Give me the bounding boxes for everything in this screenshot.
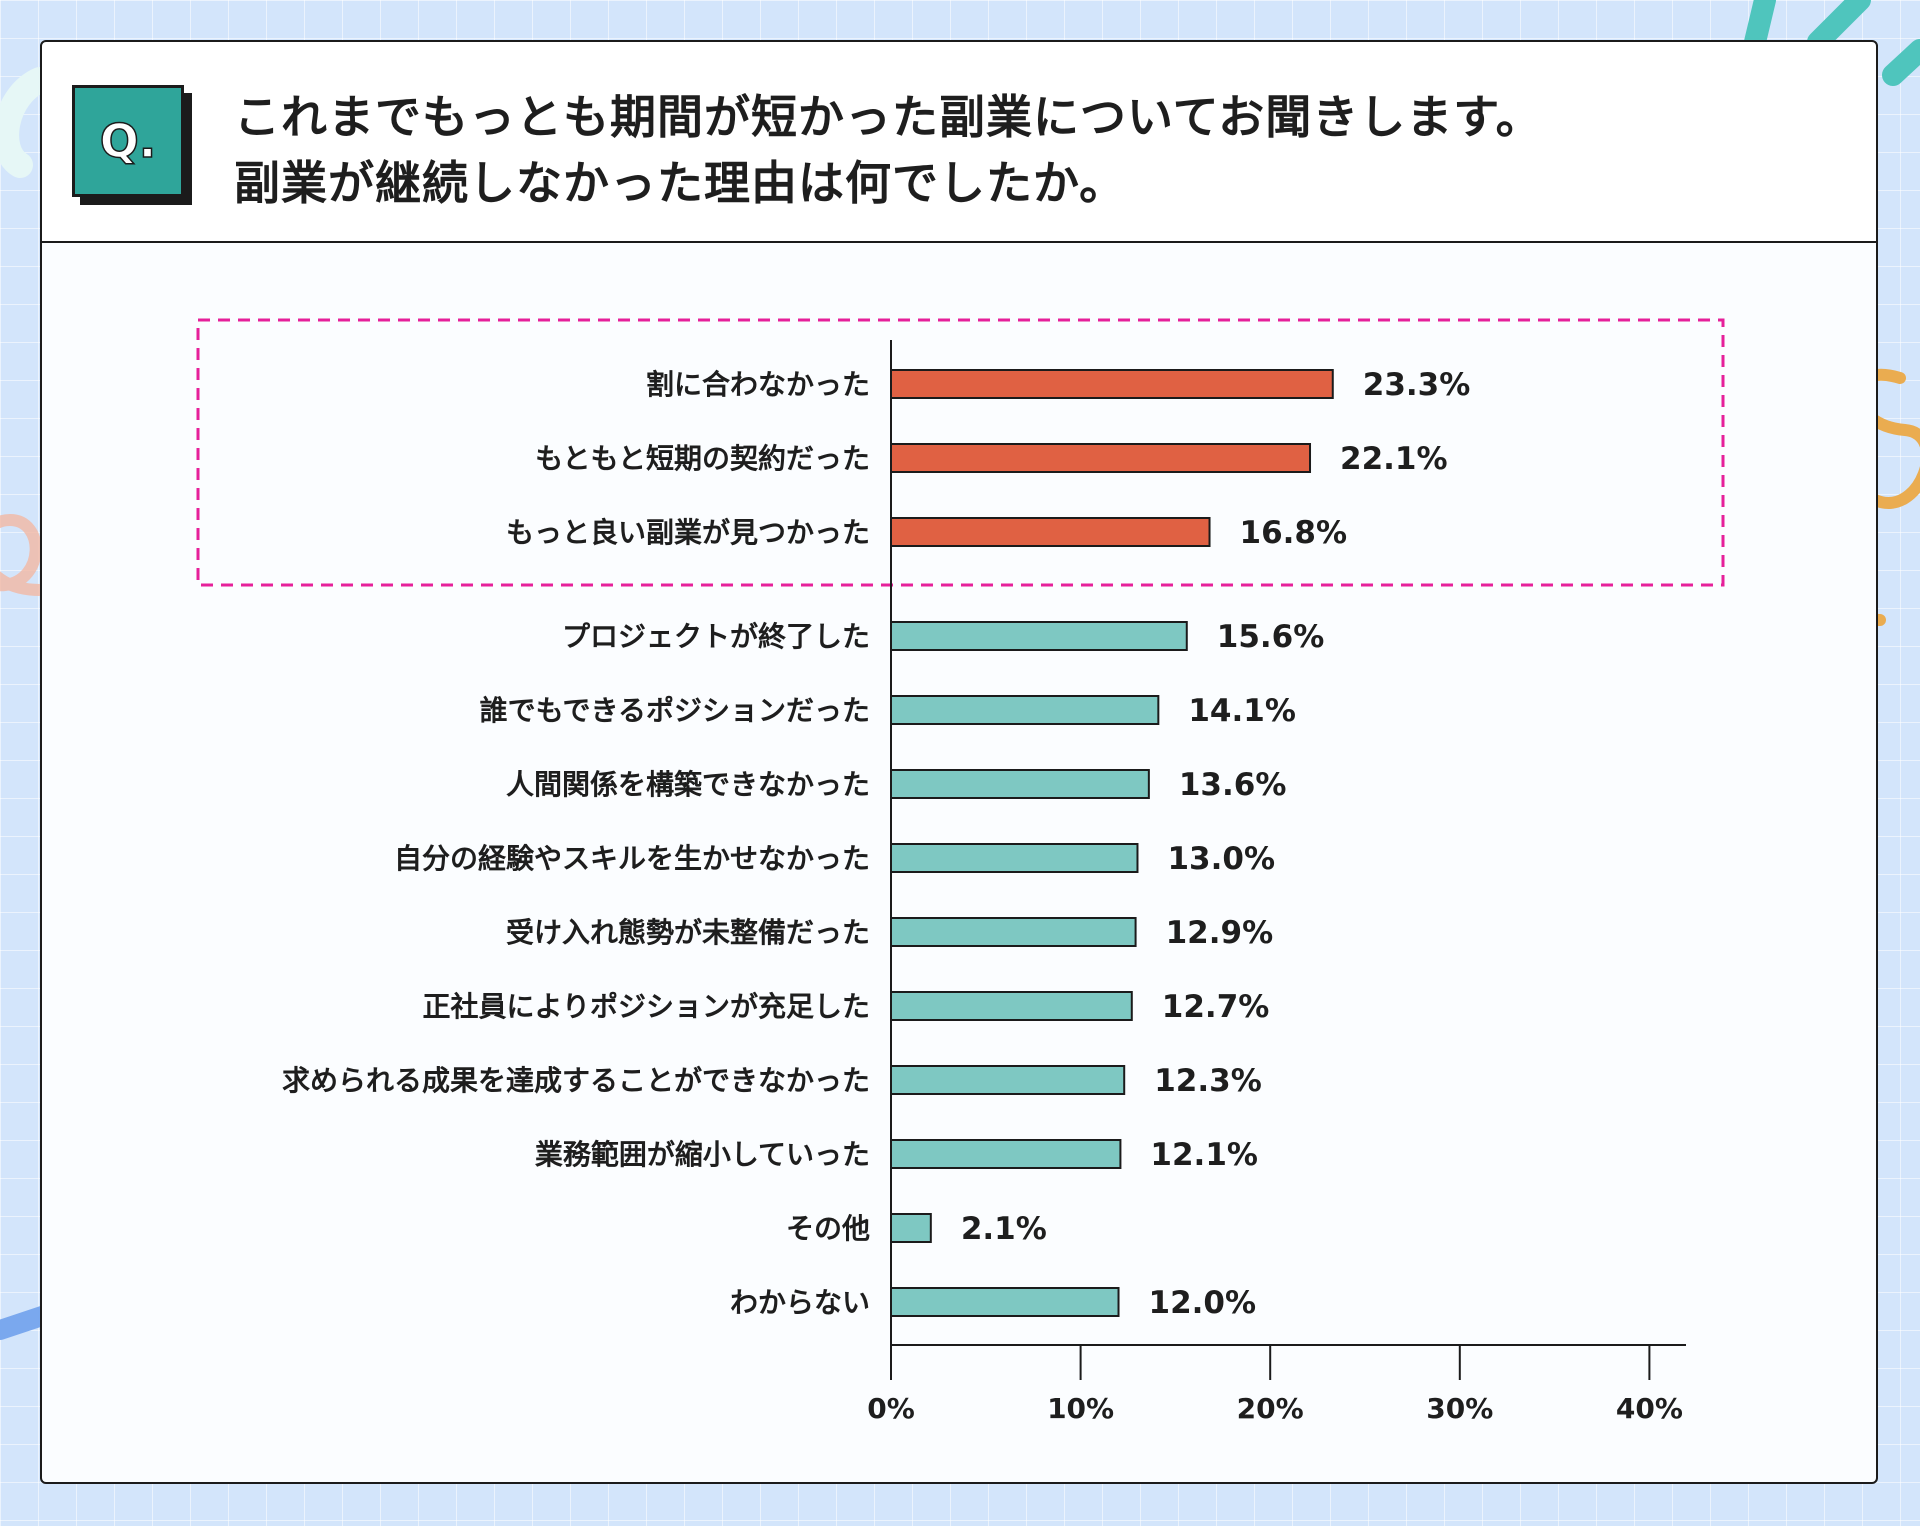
data-label: 22.1% <box>1340 441 1448 477</box>
data-label: 12.1% <box>1150 1137 1258 1173</box>
category-label: 人間関係を構築できなかった <box>506 768 870 801</box>
data-label: 23.3% <box>1363 367 1471 403</box>
x-tick-label: 0% <box>867 1392 915 1425</box>
category-label: もともと短期の契約だった <box>535 442 870 475</box>
teal-stripe-decoration <box>1744 0 1920 86</box>
bar <box>890 621 1188 651</box>
x-tick-label: 10% <box>1047 1392 1114 1425</box>
category-label: 受け入れ態勢が未整備だった <box>506 916 870 949</box>
bar <box>890 369 1334 399</box>
bar <box>890 991 1133 1021</box>
category-label: 自分の経験やスキルを生かせなかった <box>394 842 870 875</box>
category-label: プロジェクトが終了した <box>562 620 870 653</box>
data-label: 14.1% <box>1188 693 1296 729</box>
question-header: Q. これまでもっとも期間が短かった副業についてお聞きします。 副業が継続しなか… <box>42 42 1876 243</box>
category-label: 正社員によりポジションが充足した <box>423 990 870 1023</box>
x-tick-label: 40% <box>1616 1392 1683 1425</box>
bar <box>890 917 1137 947</box>
spiral-decoration <box>0 513 42 596</box>
bar <box>890 1065 1126 1095</box>
category-label: 業務範囲が縮小していった <box>535 1138 870 1171</box>
bar <box>890 443 1312 473</box>
teal-swirl-decoration <box>0 67 53 178</box>
data-label: 2.1% <box>961 1211 1047 1247</box>
category-label: わからない <box>730 1286 870 1319</box>
x-tick-label: 30% <box>1426 1392 1493 1425</box>
category-label: 誰でもできるポジションだった <box>480 694 870 727</box>
data-label: 12.9% <box>1166 915 1274 951</box>
data-label: 13.0% <box>1167 841 1275 877</box>
data-label: 15.6% <box>1217 619 1325 655</box>
category-label: 求められる成果を達成することができなかった <box>282 1064 870 1097</box>
bar <box>890 769 1150 799</box>
highlight-box <box>196 318 1725 587</box>
question-card: Q. これまでもっとも期間が短かった副業についてお聞きします。 副業が継続しなか… <box>40 40 1878 1484</box>
category-label: その他 <box>786 1212 870 1245</box>
question-line-1: これまでもっとも期間が短かった副業についてお聞きします。 <box>234 90 1543 144</box>
data-label: 12.7% <box>1162 989 1270 1025</box>
bar <box>890 843 1139 873</box>
question-title: これまでもっとも期間が短かった副業についてお聞きします。 副業が継続しなかった理… <box>234 84 1834 216</box>
bar <box>890 695 1160 725</box>
data-label: 16.8% <box>1240 515 1348 551</box>
bar <box>890 517 1211 547</box>
bar <box>890 1287 1120 1317</box>
bar <box>890 1139 1122 1169</box>
data-label: 12.3% <box>1154 1063 1262 1099</box>
x-tick-label: 20% <box>1237 1392 1304 1425</box>
bar <box>890 1213 932 1243</box>
category-label: 割に合わなかった <box>646 368 870 401</box>
data-label: 13.6% <box>1179 767 1287 803</box>
data-label: 12.0% <box>1149 1285 1257 1321</box>
question-badge: Q. <box>72 85 184 197</box>
question-line-2: 副業が継続しなかった理由は何でしたか。 <box>234 156 1127 210</box>
category-label: もっと良い副業が見つかった <box>506 516 870 549</box>
